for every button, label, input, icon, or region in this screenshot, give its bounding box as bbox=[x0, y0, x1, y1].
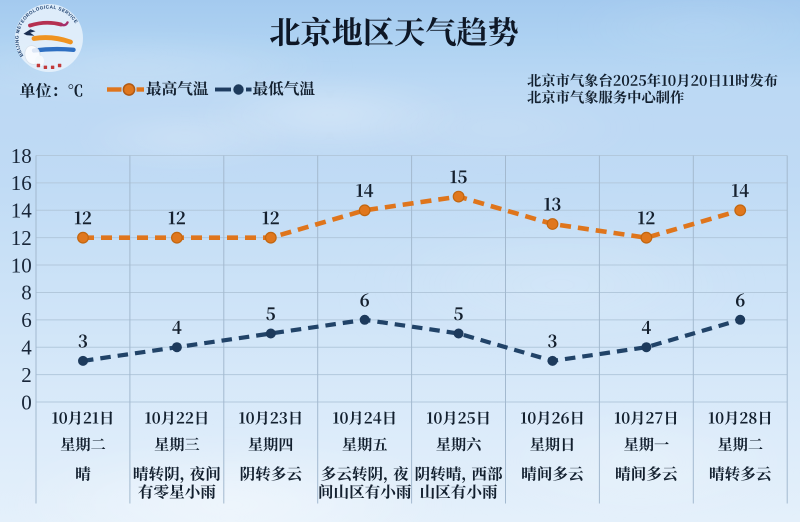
svg-text:2: 2 bbox=[21, 363, 32, 387]
svg-text:14: 14 bbox=[11, 199, 33, 223]
svg-text:4: 4 bbox=[21, 336, 32, 360]
svg-text:18: 18 bbox=[11, 144, 32, 168]
svg-text:0: 0 bbox=[21, 390, 32, 414]
svg-text:6: 6 bbox=[21, 308, 32, 332]
svg-text:12: 12 bbox=[11, 226, 32, 250]
svg-text:16: 16 bbox=[11, 171, 32, 195]
svg-text:8: 8 bbox=[21, 281, 32, 305]
svg-text:10: 10 bbox=[11, 253, 32, 277]
